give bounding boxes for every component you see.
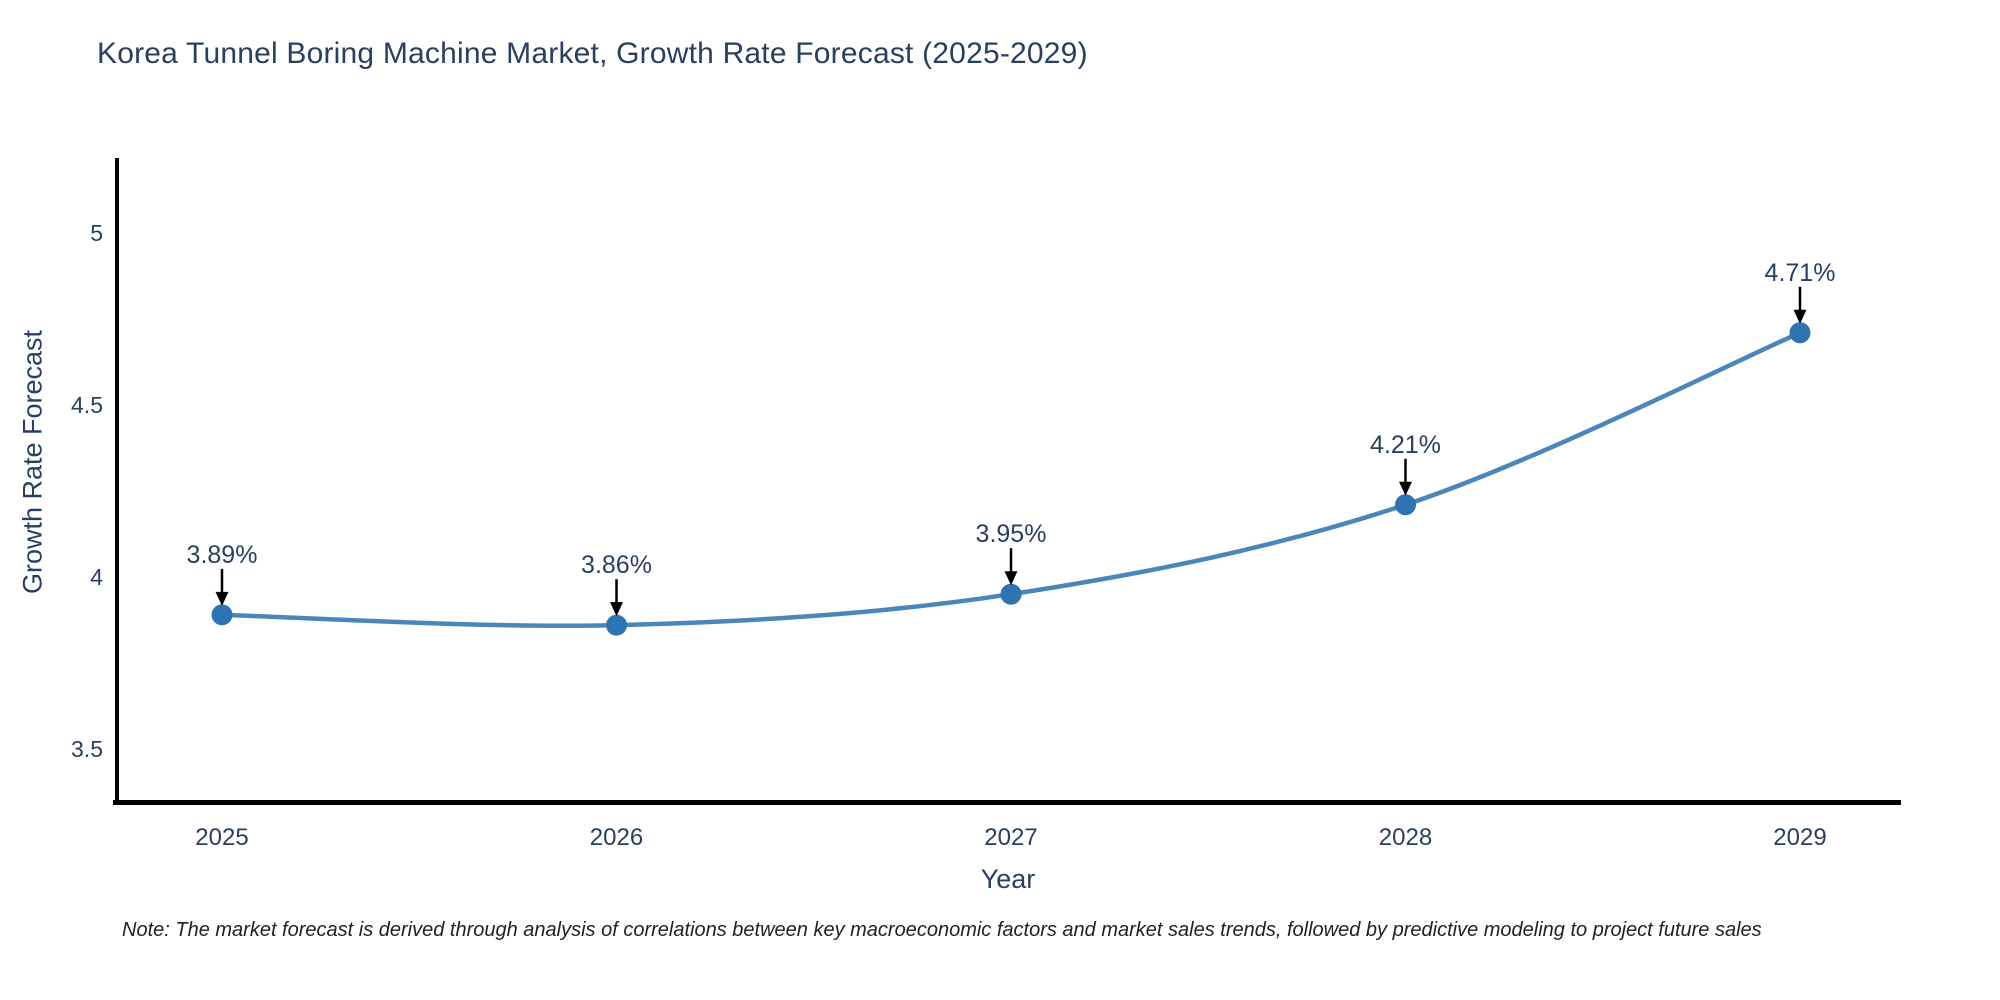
x-tick-label: 2026 [590,824,643,851]
x-tick-label: 2029 [1773,824,1826,851]
data-point-marker [1395,494,1416,516]
annotation-arrowhead-icon [1793,309,1807,324]
annotation-arrowhead-icon [1399,481,1412,496]
y-tick-label: 4.5 [71,392,103,418]
data-point-label: 3.89% [187,541,258,569]
data-point-marker [606,614,627,636]
y-tick-label: 5 [90,220,103,246]
annotation-arrowhead-icon [215,591,229,606]
x-tick-label: 2025 [195,824,248,851]
y-tick-label: 3.5 [71,736,103,762]
data-point-label: 3.86% [581,551,652,579]
x-tick-label: 2028 [1379,824,1432,851]
x-axis-title: Year [980,864,1036,894]
data-point-label: 3.95% [976,520,1047,548]
annotation-arrowhead-icon [1004,571,1018,586]
data-point-label: 4.71% [1765,259,1836,287]
x-tick-label: 2027 [984,824,1037,851]
footnote: Note: The market forecast is derived thr… [122,919,1762,941]
data-point-marker [1000,583,1022,605]
chart-title: Korea Tunnel Boring Machine Market, Grow… [97,37,1088,70]
annotation-arrowhead-icon [610,602,623,617]
y-tick-label: 4 [90,564,103,590]
data-point-marker [211,604,233,626]
data-point-label: 4.21% [1370,431,1441,459]
data-point-marker [1789,322,1811,344]
